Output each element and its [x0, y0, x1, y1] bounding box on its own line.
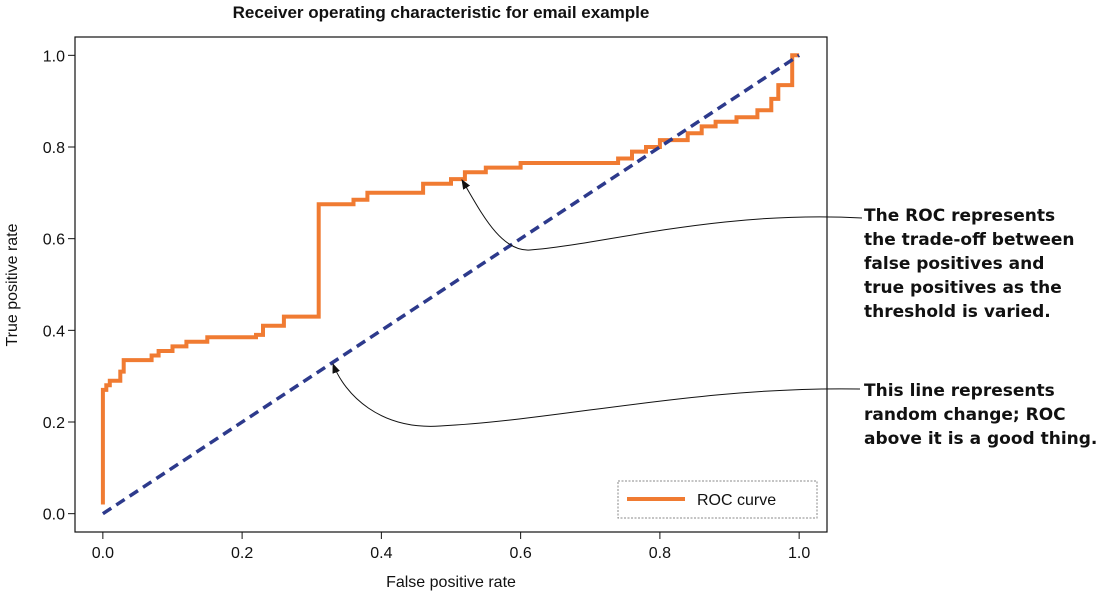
- x-axis-ticks: 0.0 0.2 0.4 0.6 0.8 1.0: [92, 532, 810, 562]
- annotation-diagonal-line-3: above it is a good thing.: [864, 429, 1097, 449]
- series-layer: [100, 53, 801, 516]
- x-axis-label: False positive rate: [386, 574, 516, 591]
- y-tick-label: 1.0: [43, 48, 65, 65]
- x-tick-label: 0.2: [231, 545, 253, 562]
- annotation-roc-line-5: threshold is varied.: [864, 302, 1051, 322]
- annotation-diagonal-line-1: This line represents: [864, 381, 1055, 401]
- annotation-diagonal: This line represents random change; ROC …: [864, 381, 1097, 449]
- legend: ROC curve: [617, 480, 818, 519]
- annotation-roc-line-2: the trade-off between: [864, 230, 1074, 250]
- annotation-roc-line-1: The ROC represents: [864, 206, 1055, 226]
- annotation-roc-line-4: true positives as the: [864, 278, 1062, 298]
- annotations: The ROC represents the trade-off between…: [332, 179, 1097, 449]
- y-axis-ticks: 0.0 0.2 0.4 0.6 0.8 1.0: [43, 48, 75, 524]
- y-tick-label: 0.6: [43, 232, 65, 249]
- annotation-roc-line-3: false positives and: [864, 254, 1044, 274]
- x-tick-label: 1.0: [788, 545, 810, 562]
- plot-area-frame: [74, 36, 828, 533]
- y-axis-label: True positive rate: [4, 223, 21, 346]
- legend-label-roc: ROC curve: [697, 492, 776, 509]
- annotation-roc: The ROC represents the trade-off between…: [864, 206, 1080, 322]
- y-tick-label: 0.8: [43, 140, 65, 157]
- x-tick-label: 0.8: [649, 545, 671, 562]
- random-chance-diagonal-line: [101, 53, 801, 516]
- y-tick-label: 0.4: [43, 323, 65, 340]
- x-tick-label: 0.4: [370, 545, 392, 562]
- annotation-leader-diagonal: [332, 363, 861, 427]
- x-tick-label: 0.0: [92, 545, 114, 562]
- roc-curve-line: [100, 53, 800, 505]
- annotation-diagonal-line-2: random change; ROC: [864, 405, 1066, 425]
- y-tick-label: 0.2: [43, 415, 65, 432]
- chart-title: Receiver operating characteristic for em…: [233, 3, 650, 22]
- annotation-leader-roc: [461, 179, 863, 251]
- y-tick-label: 0.0: [43, 507, 65, 524]
- x-tick-label: 0.6: [510, 545, 532, 562]
